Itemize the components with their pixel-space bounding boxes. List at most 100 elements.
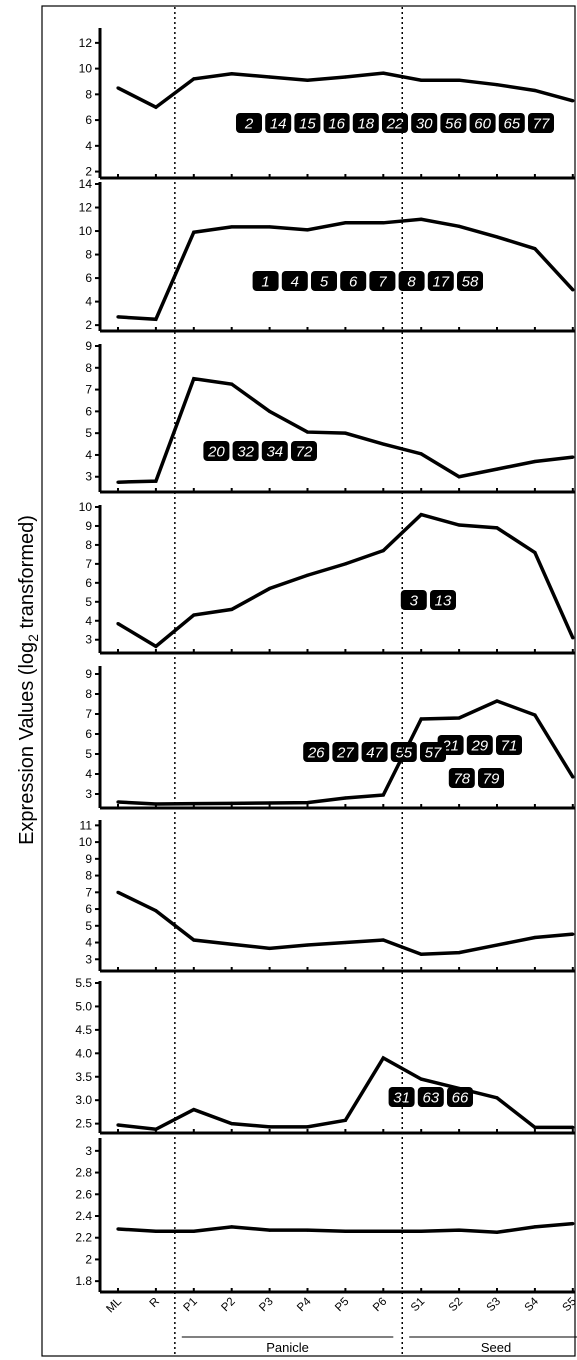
y-tick-label: 10 [79, 62, 93, 76]
cluster-badge-label: 56 [445, 116, 462, 133]
data-point [192, 230, 196, 234]
data-point [571, 288, 575, 292]
y-tick-label: 6 [85, 902, 92, 916]
y-tick-label: 3 [85, 952, 92, 966]
cluster-badge-label: 16 [328, 116, 345, 133]
data-point [154, 479, 158, 483]
cluster-badge-label: 30 [416, 116, 433, 133]
data-point [457, 1228, 461, 1232]
y-tick-label: 6 [85, 271, 92, 285]
cluster-badge-label: 27 [336, 745, 354, 762]
x-tick-label: S2 [447, 1296, 465, 1314]
data-point [571, 99, 575, 103]
y-tick-label: 8 [85, 361, 92, 375]
data-point [533, 459, 537, 464]
data-point [305, 943, 310, 947]
cluster-badge [361, 742, 388, 762]
cluster-badge-label: 4 [291, 274, 299, 291]
y-tick-label: 2.4 [75, 1209, 92, 1223]
y-tick-label: 2 [85, 165, 92, 179]
cluster-badge [294, 113, 321, 133]
data-point [381, 938, 385, 942]
cluster-badge [291, 441, 317, 461]
y-axis-label-tail: transformed) [16, 515, 38, 634]
cluster-badge [252, 271, 279, 291]
cluster-badge [478, 768, 504, 788]
y-tick-label: 6 [85, 404, 92, 418]
y-tick-label: 8 [85, 687, 92, 701]
cluster-badge [398, 271, 425, 291]
data-point [419, 512, 423, 517]
y-tick-label: 4 [85, 936, 92, 950]
x-tick-label: P4 [295, 1295, 314, 1314]
data-point [343, 75, 347, 79]
data-point [571, 1222, 575, 1226]
y-tick-label: 6 [85, 113, 92, 127]
data-point [116, 800, 120, 804]
y-tick-label: 3.0 [75, 1093, 92, 1107]
y-tick-label: 8 [85, 869, 92, 883]
data-point [268, 586, 272, 591]
y-tick-label: 9 [85, 339, 92, 353]
cluster-badge-label: 34 [266, 444, 283, 461]
data-point [268, 409, 272, 413]
y-tick-label: 5.5 [75, 976, 92, 990]
y-tick-label: 2.6 [75, 1187, 92, 1201]
x-tick-label: R [148, 1296, 162, 1310]
cluster-badge-label: 5 [320, 274, 329, 291]
data-point [230, 801, 234, 806]
data-point [495, 526, 499, 530]
data-point [230, 382, 234, 386]
data-point [495, 235, 499, 239]
data-point [343, 221, 347, 225]
y-tick-label: 4 [85, 448, 92, 462]
x-tick-label: ML [104, 1295, 124, 1315]
cluster-badge-label: 13 [435, 593, 452, 610]
data-point [154, 317, 158, 321]
y-tick-label: 7 [85, 707, 92, 721]
cluster-badge [411, 113, 438, 133]
cluster-badge-label: 18 [357, 116, 374, 133]
data-point [305, 430, 310, 434]
x-tick-label: S1 [409, 1296, 427, 1314]
data-point [343, 1229, 347, 1233]
y-tick-label: 2 [85, 318, 92, 332]
y-tick-label: 3 [85, 470, 92, 484]
data-point [533, 550, 537, 555]
cluster-badge [303, 742, 330, 762]
cluster-badge-label: 32 [237, 444, 254, 461]
data-point [305, 1125, 310, 1129]
cluster-badge [447, 1087, 473, 1107]
cluster-badge [448, 768, 475, 788]
data-point [343, 940, 347, 945]
data-point [268, 946, 272, 950]
y-tick-label: 4 [85, 767, 92, 781]
data-point [116, 1227, 120, 1231]
y-axis-label-subscript: 2 [25, 634, 41, 642]
cluster-badge [427, 271, 454, 291]
data-point [116, 315, 120, 319]
cluster-badge-label: 63 [422, 1090, 439, 1107]
cluster-badge-label: 17 [432, 274, 449, 291]
series-line [117, 512, 575, 649]
data-point [230, 942, 234, 946]
y-tick-label: 3 [85, 1144, 92, 1158]
data-point [116, 890, 120, 894]
data-point [495, 1096, 499, 1100]
cluster-badge-label: 72 [296, 444, 313, 461]
x-tick-label: P6 [371, 1296, 389, 1314]
cluster-badge-label: 22 [386, 116, 404, 133]
data-point [154, 644, 158, 648]
data-point [343, 1118, 347, 1122]
y-tick-label: 14 [79, 177, 93, 191]
y-tick-label: 8 [85, 87, 92, 101]
data-point [495, 699, 499, 703]
y-tick-label: 8 [85, 538, 92, 552]
y-tick-label: 10 [79, 224, 93, 238]
cluster-badge [281, 271, 308, 291]
y-tick-label: 5 [85, 747, 92, 761]
data-point [154, 1229, 158, 1233]
data-point [192, 377, 196, 381]
data-point [457, 78, 461, 82]
